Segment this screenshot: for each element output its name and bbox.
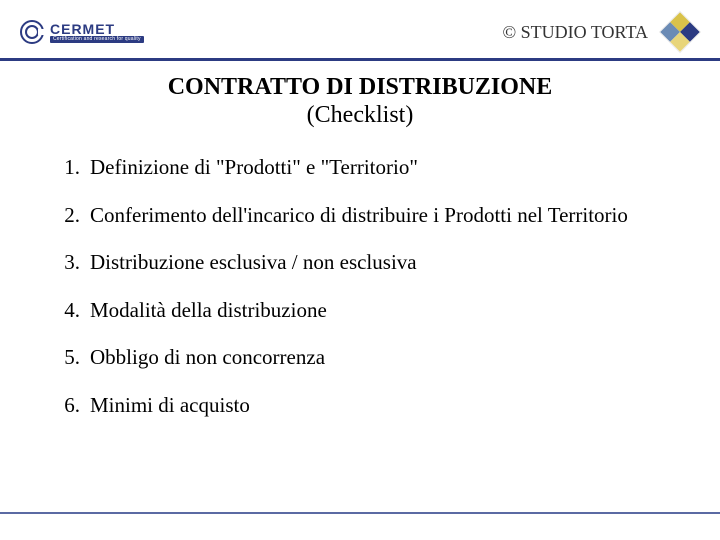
logo-cermet: CERMET Certification and research for qu…	[20, 20, 144, 44]
slide: CERMET Certification and research for qu…	[0, 0, 720, 540]
list-item: 6. Minimi di acquisto	[50, 393, 670, 419]
list-item: 2. Conferimento dell'incarico di distrib…	[50, 203, 670, 229]
item-number: 2.	[50, 203, 90, 228]
item-text: Modalità della distribuzione	[90, 298, 670, 324]
checklist: 1. Definizione di "Prodotti" e "Territor…	[50, 155, 670, 419]
item-text: Minimi di acquisto	[90, 393, 670, 419]
cermet-ring-icon	[20, 20, 44, 44]
brand-tagline: Certification and research for quality	[50, 36, 144, 43]
header: CERMET Certification and research for qu…	[0, 0, 720, 64]
item-number: 3.	[50, 250, 90, 275]
item-number: 6.	[50, 393, 90, 418]
list-item: 1. Definizione di "Prodotti" e "Territor…	[50, 155, 670, 181]
title-main: CONTRATTO DI DISTRIBUZIONE	[0, 72, 720, 102]
diamond-icon	[660, 12, 700, 52]
list-item: 5. Obbligo di non concorrenza	[50, 345, 670, 371]
list-item: 3. Distribuzione esclusiva / non esclusi…	[50, 250, 670, 276]
item-text: Conferimento dell'incarico di distribuir…	[90, 203, 670, 229]
item-number: 5.	[50, 345, 90, 370]
item-number: 4.	[50, 298, 90, 323]
item-number: 1.	[50, 155, 90, 180]
copyright-text: © STUDIO TORTA	[503, 22, 649, 43]
item-text: Obbligo di non concorrenza	[90, 345, 670, 371]
brand-name: CERMET	[50, 22, 144, 36]
title-block: CONTRATTO DI DISTRIBUZIONE (Checklist)	[0, 72, 720, 129]
logo-studio-torta	[660, 12, 700, 52]
item-text: Distribuzione esclusiva / non esclusiva	[90, 250, 670, 276]
list-item: 4. Modalità della distribuzione	[50, 298, 670, 324]
item-text: Definizione di "Prodotti" e "Territorio"	[90, 155, 670, 181]
header-rule	[0, 58, 720, 61]
title-sub: (Checklist)	[0, 102, 720, 129]
footer-rule	[0, 512, 720, 514]
logo-text: CERMET Certification and research for qu…	[50, 22, 144, 43]
